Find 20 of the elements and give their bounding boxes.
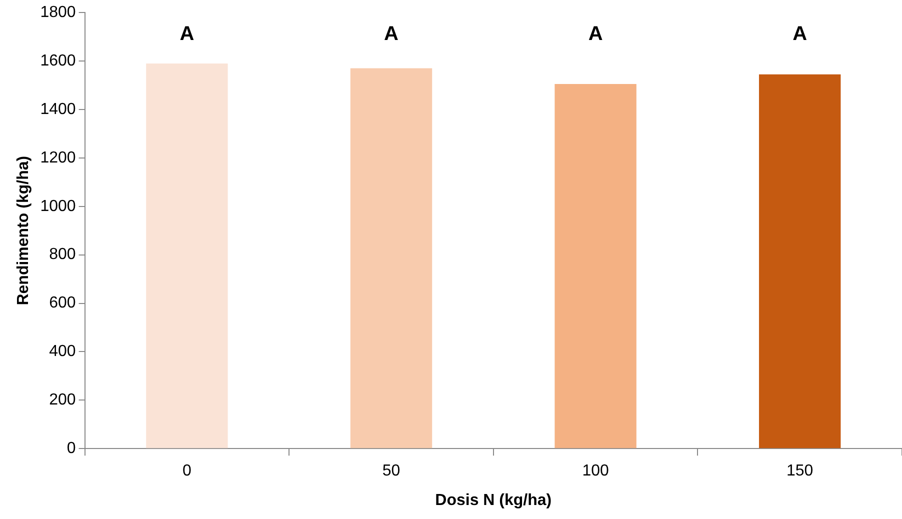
y-tick-label: 1800 (40, 4, 76, 22)
x-tick-label: 100 (582, 462, 609, 480)
y-tick-label: 1200 (40, 149, 76, 166)
y-tick-label: 1600 (40, 52, 76, 70)
x-tick-label: 150 (786, 462, 814, 480)
y-tick-label: 200 (49, 392, 76, 409)
x-axis-title: Dosis N (kg/ha) (435, 492, 552, 509)
y-tick-label: 400 (49, 343, 76, 360)
y-tick-label: 800 (49, 246, 76, 264)
y-tick-label: 1400 (40, 100, 76, 118)
annotation: A (792, 23, 808, 46)
x-tick-label: 0 (182, 462, 192, 480)
annotation: A (588, 23, 603, 46)
x-tick-label: 50 (382, 462, 400, 480)
y-tick-label: 1000 (40, 198, 76, 215)
annotation: A (384, 23, 398, 46)
annotation: A (180, 23, 194, 46)
y-tick-label: 600 (49, 294, 76, 312)
y-tick-label: 0 (66, 440, 76, 458)
y-axis-title: Rendimento (kg/ha) (15, 156, 32, 306)
